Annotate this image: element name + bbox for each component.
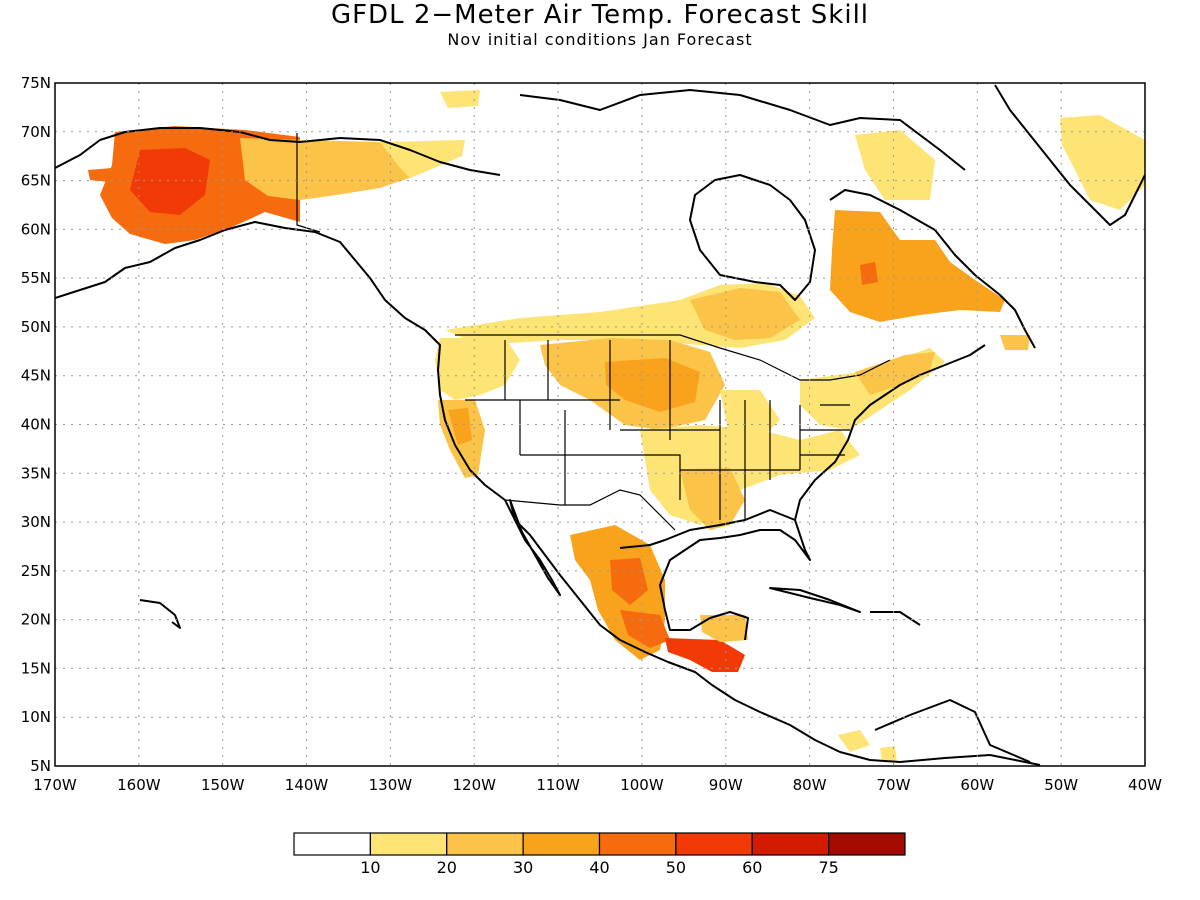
region-quebec-labrador	[830, 210, 1005, 322]
colorbar-swatch	[598, 832, 677, 856]
coastline-east-us	[794, 344, 986, 521]
region-alaska-west	[88, 168, 112, 182]
region-caribbean-south-2	[880, 746, 897, 762]
skill-shading	[88, 90, 1145, 762]
lon-tick-label: 70W	[877, 776, 911, 794]
colorbar-label: 50	[666, 858, 686, 877]
lon-tick-label: 140W	[285, 776, 329, 794]
region-hudson-strait	[855, 130, 935, 200]
political-borders	[296, 133, 891, 531]
lat-tick-label: 70N	[21, 123, 51, 141]
lon-tick-label: 150W	[201, 776, 245, 794]
lon-tick-label: 90W	[709, 776, 743, 794]
lat-tick-label: 35N	[21, 464, 51, 482]
region-caribbean-south	[838, 730, 870, 752]
lat-tick-label: 5N	[30, 757, 51, 775]
region-newfoundland	[1000, 335, 1030, 350]
lon-tick-label: 130W	[369, 776, 413, 794]
border-states-east	[769, 400, 850, 480]
map-frame	[54, 82, 1146, 767]
colorbar-swatch	[293, 832, 371, 856]
colorbar-swatch	[446, 832, 524, 856]
region-california-core	[448, 408, 472, 445]
lat-tick-label: 55N	[21, 269, 51, 287]
lat-tick-label: 20N	[21, 611, 51, 629]
lon-tick-label: 120W	[452, 776, 496, 794]
region-mexico-core	[610, 558, 648, 605]
colorbar-label: 60	[742, 858, 762, 877]
coastline-greenland	[994, 84, 1145, 226]
colorbar-label: 10	[360, 858, 380, 877]
coastline-gulf-of-mexico	[619, 509, 811, 641]
coastline-baja	[509, 499, 561, 596]
lon-tick-label: 50W	[1044, 776, 1078, 794]
region-yukon	[240, 138, 420, 200]
colorbar-swatch	[751, 832, 830, 856]
region-arctic-islands	[440, 90, 480, 108]
coastline-north-america-west	[55, 221, 1041, 766]
map-title: GFDL 2−Meter Air Temp. Forecast Skill	[330, 0, 870, 30]
colorbar-label: 20	[437, 858, 457, 877]
coastline-south-america	[874, 699, 1031, 763]
colorbar-label: 75	[818, 858, 838, 877]
border-us-mexico	[504, 489, 676, 531]
lon-axis-labels: 170W 160W 150W 140W 130W 120W 110W 100W 90W 80W 70…	[33, 776, 1162, 794]
region-northeast-core	[855, 352, 935, 395]
coastline-hispaniola	[870, 611, 921, 626]
coastline-hawaii	[139, 599, 181, 629]
lat-tick-label: 65N	[21, 172, 51, 190]
lon-tick-label: 80W	[793, 776, 827, 794]
lon-tick-label: 170W	[33, 776, 77, 794]
lat-axis-labels: 75N 70N 65N 60N 55N 50N 45N 40N 35N 30N 25N 20N 15N 1…	[21, 74, 51, 775]
region-alaska-core	[130, 148, 210, 215]
lat-tick-label: 15N	[21, 659, 51, 677]
coastline-cuba	[769, 587, 861, 613]
border-states-central	[609, 340, 800, 520]
lon-tick-label: 110W	[536, 776, 580, 794]
lat-tick-label: 45N	[21, 367, 51, 385]
lat-tick-label: 40N	[21, 416, 51, 434]
colorbar-label: 40	[589, 858, 609, 877]
region-greenland-east	[1060, 115, 1145, 210]
coastline-labrador	[829, 189, 1036, 349]
region-central-america	[665, 638, 745, 672]
lat-tick-label: 10N	[21, 708, 51, 726]
lon-tick-label: 160W	[117, 776, 161, 794]
lat-tick-label: 25N	[21, 562, 51, 580]
region-quebec-core	[860, 262, 878, 285]
region-mississippi-valley	[680, 468, 745, 530]
colorbar-label: 30	[513, 858, 533, 877]
border-canada-us	[455, 334, 891, 381]
colorbar-swatch	[369, 832, 448, 856]
colorbar-labels: 10 20 30 40 50 60 75	[360, 858, 839, 877]
colorbar-swatch	[522, 832, 601, 856]
coastlines	[55, 84, 1145, 766]
map-subtitle: Nov initial conditions Jan Forecast	[447, 30, 753, 49]
colorbar-swatch	[675, 832, 753, 856]
coastline-arctic-islands	[519, 89, 966, 171]
region-ontario-core	[690, 288, 800, 340]
lat-tick-label: 75N	[21, 74, 51, 92]
border-states-west	[465, 340, 620, 505]
region-ohio-valley	[720, 390, 780, 440]
coastline-hudson-bay	[689, 174, 816, 301]
region-canada-north-strip	[380, 140, 465, 178]
coastline-alaska	[55, 127, 501, 176]
colorbar-swatch	[828, 832, 906, 856]
lat-tick-label: 60N	[21, 220, 51, 238]
lon-tick-label: 100W	[620, 776, 664, 794]
region-yucatan	[700, 615, 748, 642]
colorbar	[293, 832, 906, 856]
lat-tick-label: 30N	[21, 513, 51, 531]
region-dakotas-core	[605, 358, 700, 412]
lat-tick-label: 50N	[21, 318, 51, 336]
lon-tick-label: 40W	[1128, 776, 1162, 794]
lon-tick-label: 60W	[960, 776, 994, 794]
region-pacific-northwest	[435, 338, 520, 400]
